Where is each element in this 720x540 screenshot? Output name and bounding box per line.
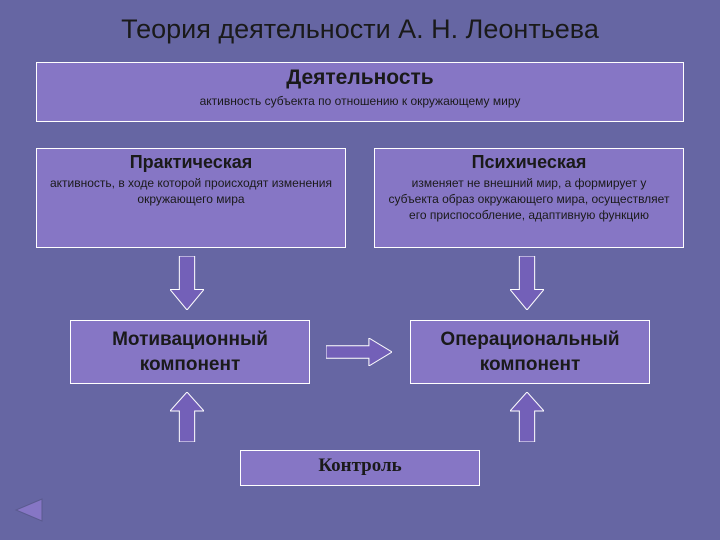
oper-l1: Операциональный (440, 329, 619, 350)
panel-psychic-title: Психическая (375, 149, 683, 173)
panel-practical-sub: активность, в ходе которой происходят из… (37, 173, 345, 207)
back-triangle-icon (12, 497, 46, 523)
motiv-l1: Мотивационный (112, 329, 268, 350)
panel-activity: Деятельность активность субъекта по отно… (36, 62, 684, 122)
motiv-l2: компонент (140, 354, 241, 375)
panel-operational-title: Операциональный компонент (411, 321, 649, 377)
panel-control-title: Контроль (241, 451, 479, 477)
panel-activity-sub: активность субъекта по отношению к окруж… (37, 90, 683, 109)
panel-control: Контроль (240, 450, 480, 486)
panel-psychic-sub: изменяет не внешний мир, а формирует у с… (375, 173, 683, 224)
oper-l2: компонент (480, 354, 581, 375)
panel-motivational-title: Мотивационный компонент (71, 321, 309, 377)
panel-operational: Операциональный компонент (410, 320, 650, 384)
panel-psychic: Психическая изменяет не внешний мир, а ф… (374, 148, 684, 248)
back-button[interactable] (12, 497, 46, 528)
panel-practical-title: Практическая (37, 149, 345, 173)
arrow-down-right (510, 256, 544, 310)
panel-practical: Практическая активность, в ходе которой … (36, 148, 346, 248)
arrow-up-ctrl-right (510, 392, 544, 442)
panel-motivational: Мотивационный компонент (70, 320, 310, 384)
page-title: Теория деятельности А. Н. Леонтьева (0, 0, 720, 53)
arrow-up-ctrl-left (170, 392, 204, 442)
arrow-right-mid (326, 338, 392, 366)
arrow-down-left (170, 256, 204, 310)
panel-activity-title: Деятельность (37, 63, 683, 90)
